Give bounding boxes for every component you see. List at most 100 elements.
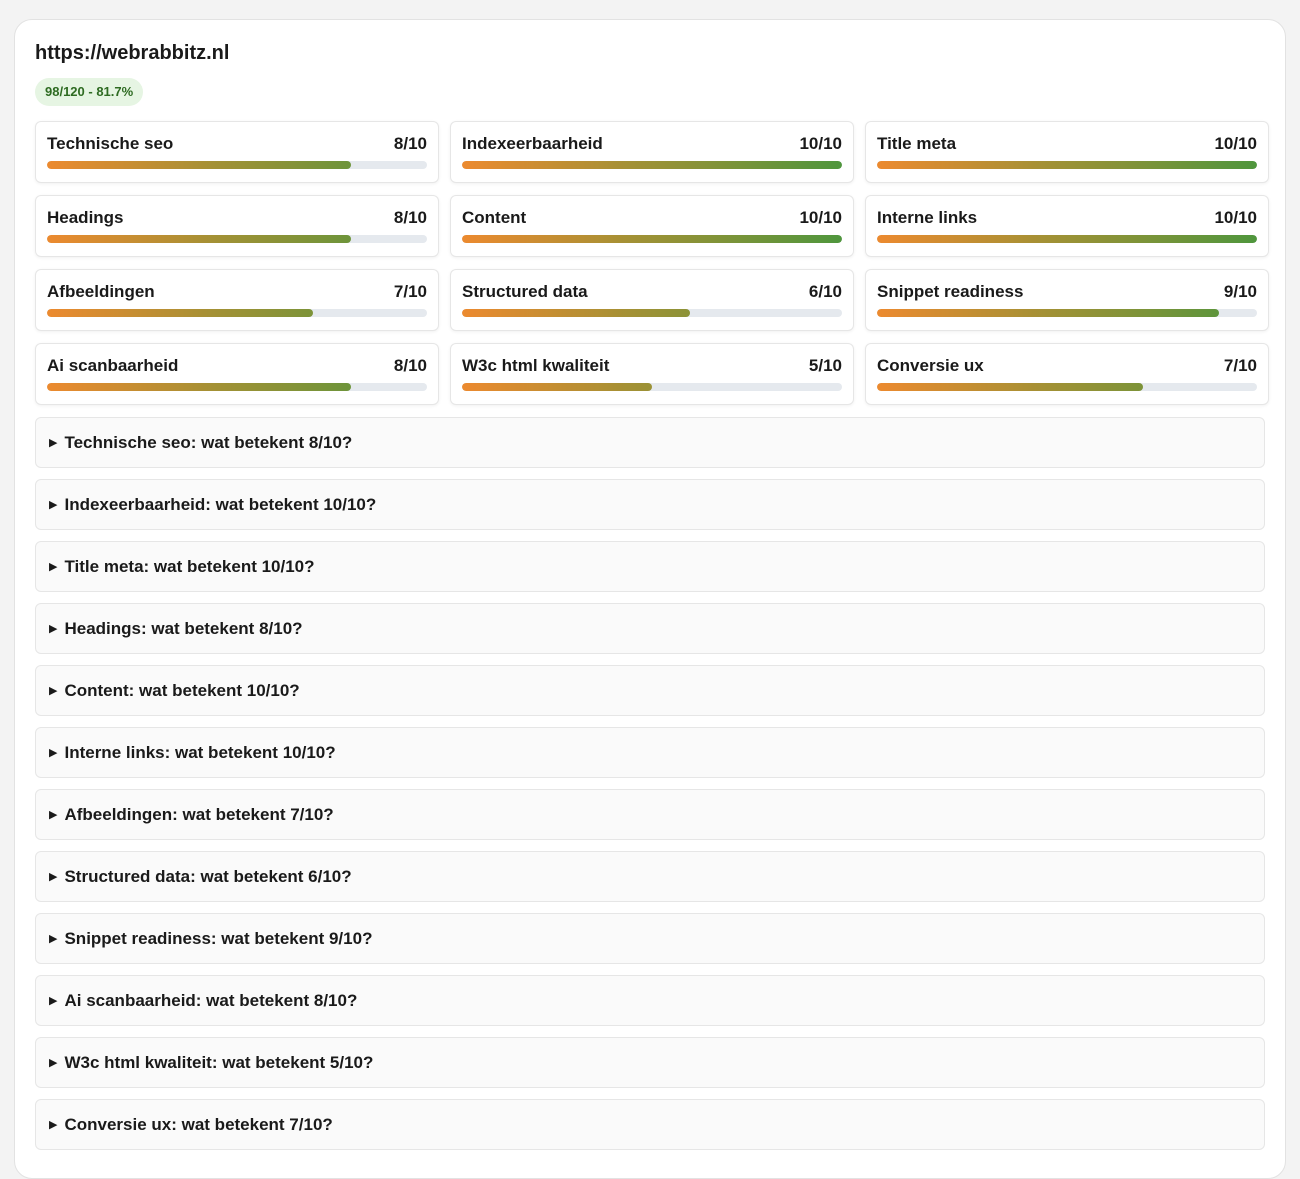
faq-question-label: Title meta: wat betekent 10/10?	[64, 556, 315, 576]
faq-question-label: Content: wat betekent 10/10?	[64, 680, 300, 700]
score-card-value: 9/10	[1223, 282, 1257, 301]
score-progress-fill	[462, 383, 652, 391]
score-card-value: 7/10	[393, 282, 427, 301]
score-card-header: Indexeerbaarheid 10/10	[462, 133, 842, 155]
score-card-header: Structured data 6/10	[462, 281, 842, 303]
score-card: Content 10/10	[450, 195, 854, 257]
faq-accordion-item[interactable]: ▶ Technische seo: wat betekent 8/10?	[35, 417, 1265, 468]
score-card-value: 6/10	[808, 282, 842, 301]
score-card: Structured data 6/10	[450, 269, 854, 331]
score-progress-fill	[877, 161, 1257, 169]
score-card: Afbeeldingen 7/10	[35, 269, 439, 331]
score-progress-fill	[877, 235, 1257, 243]
score-card-header: Interne links 10/10	[877, 207, 1257, 229]
score-progress-track	[47, 235, 427, 243]
triangle-right-icon: ▶	[49, 809, 58, 821]
score-card-label: Interne links	[877, 208, 978, 227]
score-progress-track	[877, 161, 1257, 169]
score-progress-fill	[877, 309, 1219, 317]
faq-accordion-item[interactable]: ▶ Structured data: wat betekent 6/10?	[35, 851, 1265, 902]
triangle-right-icon: ▶	[49, 747, 58, 759]
site-url-title: https://webrabbitz.nl	[35, 42, 230, 64]
triangle-right-icon: ▶	[49, 499, 58, 511]
score-progress-fill	[877, 383, 1143, 391]
faq-accordion-item[interactable]: ▶ Interne links: wat betekent 10/10?	[35, 727, 1265, 778]
faq-question-label: Ai scanbaarheid: wat betekent 8/10?	[64, 990, 358, 1010]
faq-question-label: Conversie ux: wat betekent 7/10?	[64, 1114, 333, 1134]
score-card: Conversie ux 7/10	[865, 343, 1269, 405]
faq-question-label: Indexeerbaarheid: wat betekent 10/10?	[64, 494, 377, 514]
score-progress-track	[462, 161, 842, 169]
score-card-header: Ai scanbaarheid 8/10	[47, 355, 427, 377]
triangle-right-icon: ▶	[49, 685, 58, 697]
score-card: Headings 8/10	[35, 195, 439, 257]
score-card-value: 10/10	[799, 208, 842, 227]
score-card-header: Conversie ux 7/10	[877, 355, 1257, 377]
triangle-right-icon: ▶	[49, 871, 58, 883]
score-card-value: 5/10	[808, 356, 842, 375]
score-card-label: Afbeeldingen	[47, 282, 155, 301]
faq-question-label: Technische seo: wat betekent 8/10?	[64, 432, 353, 452]
score-card-header: Content 10/10	[462, 207, 842, 229]
score-progress-fill	[47, 161, 351, 169]
score-progress-track	[877, 309, 1257, 317]
score-card-value: 8/10	[393, 208, 427, 227]
score-card-value: 10/10	[1214, 208, 1257, 227]
score-card-label: Indexeerbaarheid	[462, 134, 603, 153]
score-grid: Technische seo 8/10 Indexeerbaarheid 10/10 T…	[35, 121, 1269, 405]
score-card-header: Title meta 10/10	[877, 133, 1257, 155]
score-card-label: Title meta	[877, 134, 957, 153]
score-card: Title meta 10/10	[865, 121, 1269, 183]
faq-accordion-item[interactable]: ▶ Title meta: wat betekent 10/10?	[35, 541, 1265, 592]
score-progress-fill	[47, 235, 351, 243]
faq-accordion-item[interactable]: ▶ Conversie ux: wat betekent 7/10?	[35, 1099, 1265, 1150]
triangle-right-icon: ▶	[49, 1057, 58, 1069]
faq-accordion-item[interactable]: ▶ Snippet readiness: wat betekent 9/10?	[35, 913, 1265, 964]
faq-question-label: Snippet readiness: wat betekent 9/10?	[64, 928, 373, 948]
score-progress-fill	[47, 309, 313, 317]
faq-accordion-item[interactable]: ▶ Ai scanbaarheid: wat betekent 8/10?	[35, 975, 1265, 1026]
total-score-badge: 98/120 - 81.7%	[35, 78, 144, 106]
score-card: Snippet readiness 9/10	[865, 269, 1269, 331]
score-progress-track	[462, 309, 842, 317]
score-card-label: W3c html kwaliteit	[462, 356, 610, 375]
score-progress-fill	[462, 161, 842, 169]
score-card: Ai scanbaarheid 8/10	[35, 343, 439, 405]
score-card: W3c html kwaliteit 5/10	[450, 343, 854, 405]
faq-accordion-item[interactable]: ▶ W3c html kwaliteit: wat betekent 5/10?	[35, 1037, 1265, 1088]
triangle-right-icon: ▶	[49, 995, 58, 1007]
score-card-header: Afbeeldingen 7/10	[47, 281, 427, 303]
faq-accordion-item[interactable]: ▶ Afbeeldingen: wat betekent 7/10?	[35, 789, 1265, 840]
triangle-right-icon: ▶	[49, 1119, 58, 1131]
score-card-value: 8/10	[393, 134, 427, 153]
score-progress-track	[462, 235, 842, 243]
report-panel: https://webrabbitz.nl 98/120 - 81.7% Tec…	[14, 19, 1286, 1179]
faq-question-label: Afbeeldingen: wat betekent 7/10?	[64, 804, 334, 824]
faq-accordion-item[interactable]: ▶ Indexeerbaarheid: wat betekent 10/10?	[35, 479, 1265, 530]
faq-accordion-item[interactable]: ▶ Content: wat betekent 10/10?	[35, 665, 1265, 716]
score-progress-fill	[462, 235, 842, 243]
score-card-header: Headings 8/10	[47, 207, 427, 229]
score-card-header: Snippet readiness 9/10	[877, 281, 1257, 303]
faq-list: ▶ Technische seo: wat betekent 8/10? ▶ Inde…	[35, 417, 1265, 1150]
score-progress-fill	[462, 309, 690, 317]
score-card-label: Snippet readiness	[877, 282, 1024, 301]
score-card-value: 7/10	[1223, 356, 1257, 375]
triangle-right-icon: ▶	[49, 933, 58, 945]
score-progress-track	[462, 383, 842, 391]
score-card-value: 10/10	[1214, 134, 1257, 153]
faq-question-label: Headings: wat betekent 8/10?	[64, 618, 303, 638]
faq-question-label: Structured data: wat betekent 6/10?	[64, 866, 352, 886]
score-card-value: 10/10	[799, 134, 842, 153]
triangle-right-icon: ▶	[49, 561, 58, 573]
faq-accordion-item[interactable]: ▶ Headings: wat betekent 8/10?	[35, 603, 1265, 654]
score-progress-track	[877, 235, 1257, 243]
score-progress-track	[47, 161, 427, 169]
triangle-right-icon: ▶	[49, 623, 58, 635]
score-card-label: Ai scanbaarheid	[47, 356, 179, 375]
score-progress-track	[47, 309, 427, 317]
triangle-right-icon: ▶	[49, 437, 58, 449]
score-card-label: Content	[462, 208, 527, 227]
score-card: Technische seo 8/10	[35, 121, 439, 183]
score-card: Interne links 10/10	[865, 195, 1269, 257]
